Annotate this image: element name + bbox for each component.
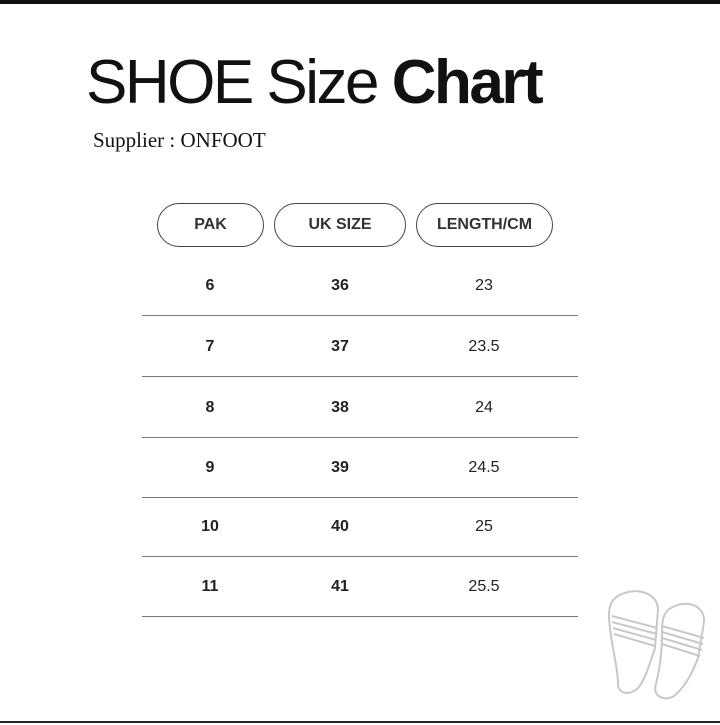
title-bold: Chart: [391, 48, 544, 117]
cell-pak: 8: [205, 399, 215, 416]
row-divider: [142, 314, 578, 316]
cell-pak: 6: [205, 277, 215, 294]
title-regular: SHOE Size: [86, 48, 380, 117]
cell-pak: 7: [205, 338, 215, 355]
cell-length: 25: [475, 518, 493, 535]
cell-uk-size: 39: [331, 459, 349, 476]
header-uk-size: UK SIZE: [274, 203, 406, 247]
row-divider: [142, 496, 578, 498]
cell-uk-size: 37: [331, 338, 349, 355]
cell-uk-size: 36: [331, 277, 349, 294]
row-divider: [142, 615, 578, 617]
table-row: 11 41 25.5: [142, 557, 578, 617]
table-row: 8 38 24: [142, 378, 578, 438]
row-divider: [142, 375, 578, 377]
cell-length: 24: [475, 399, 493, 416]
supplier-label: Supplier : ONFOOT: [93, 128, 266, 152]
row-divider: [142, 436, 578, 438]
row-divider: [142, 555, 578, 557]
cell-uk-size: 38: [331, 399, 349, 416]
table-row: 7 37 23.5: [142, 317, 578, 377]
header-pak: PAK: [157, 203, 264, 247]
slippers-icon: [608, 590, 706, 700]
cell-length: 25.5: [468, 578, 500, 595]
cell-pak: 9: [205, 459, 215, 476]
bottom-border: [0, 721, 720, 723]
header-length: LENGTH/CM: [416, 203, 553, 247]
cell-pak: 11: [201, 578, 219, 595]
cell-pak: 10: [201, 518, 219, 535]
cell-length: 24.5: [468, 459, 500, 476]
table-row: 9 39 24.5: [142, 438, 578, 498]
table-row: 6 36 23: [142, 256, 578, 316]
cell-uk-size: 40: [331, 518, 349, 535]
cell-length: 23: [475, 277, 493, 294]
page-title: SHOE Size Chart: [86, 52, 544, 114]
top-border: [0, 0, 720, 4]
cell-length: 23.5: [468, 338, 500, 355]
cell-uk-size: 41: [331, 578, 349, 595]
table-row: 10 40 25: [142, 497, 578, 557]
